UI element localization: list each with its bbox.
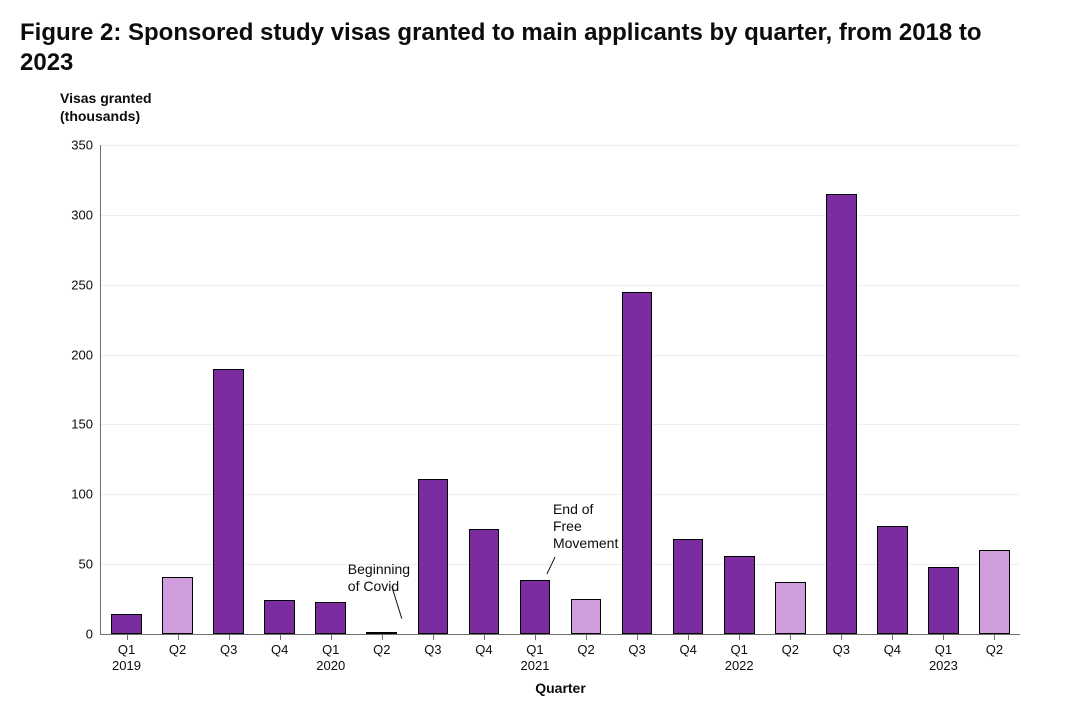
y-tick-label: 0 bbox=[86, 627, 93, 642]
x-axis-title: Quarter bbox=[535, 680, 586, 696]
x-tick-label: Q4 bbox=[475, 642, 492, 658]
x-tick-label: Q4 bbox=[679, 642, 696, 658]
bar bbox=[826, 194, 857, 634]
x-tick-label: Q1 2023 bbox=[929, 642, 958, 675]
gridline bbox=[101, 285, 1020, 286]
x-tick bbox=[739, 634, 740, 640]
x-tick bbox=[382, 634, 383, 640]
x-tick bbox=[433, 634, 434, 640]
y-axis-title: Visas granted (thousands) bbox=[60, 90, 152, 125]
x-tick bbox=[178, 634, 179, 640]
y-tick-label: 150 bbox=[71, 417, 93, 432]
x-tick bbox=[892, 634, 893, 640]
bar bbox=[673, 539, 704, 634]
figure-container: Figure 2: Sponsored study visas granted … bbox=[0, 0, 1080, 719]
x-tick-label: Q2 bbox=[169, 642, 186, 658]
annotation-label: End of Free Movement bbox=[553, 501, 618, 551]
x-tick bbox=[484, 634, 485, 640]
plot-area: Quarter 050100150200250300350Q1 2019Q2Q3… bbox=[100, 145, 1020, 635]
y-tick-label: 350 bbox=[71, 138, 93, 153]
x-tick bbox=[790, 634, 791, 640]
bar bbox=[622, 292, 653, 634]
x-tick-label: Q3 bbox=[220, 642, 237, 658]
bar bbox=[979, 550, 1010, 634]
x-tick bbox=[280, 634, 281, 640]
x-tick-label: Q3 bbox=[628, 642, 645, 658]
bar bbox=[928, 567, 959, 634]
chart: Visas granted (thousands) Quarter 050100… bbox=[20, 90, 1040, 720]
bar bbox=[469, 529, 500, 634]
y-tick-label: 300 bbox=[71, 207, 93, 222]
x-tick bbox=[535, 634, 536, 640]
x-tick-label: Q2 bbox=[577, 642, 594, 658]
x-tick-label: Q2 bbox=[782, 642, 799, 658]
x-tick-label: Q1 2020 bbox=[316, 642, 345, 675]
x-tick bbox=[229, 634, 230, 640]
y-tick-label: 100 bbox=[71, 487, 93, 502]
x-tick-label: Q1 2021 bbox=[521, 642, 550, 675]
x-tick-label: Q1 2019 bbox=[112, 642, 141, 675]
bar bbox=[111, 614, 142, 634]
x-tick-label: Q4 bbox=[271, 642, 288, 658]
gridline bbox=[101, 145, 1020, 146]
y-tick-label: 250 bbox=[71, 277, 93, 292]
x-tick-label: Q2 bbox=[373, 642, 390, 658]
x-tick bbox=[331, 634, 332, 640]
bar bbox=[775, 582, 806, 634]
x-tick bbox=[637, 634, 638, 640]
x-tick-label: Q1 2022 bbox=[725, 642, 754, 675]
bar bbox=[571, 599, 602, 634]
x-tick bbox=[994, 634, 995, 640]
x-tick bbox=[688, 634, 689, 640]
bar bbox=[877, 526, 908, 634]
bar bbox=[264, 600, 295, 634]
bar bbox=[724, 556, 755, 634]
y-tick-label: 200 bbox=[71, 347, 93, 362]
x-tick-label: Q3 bbox=[833, 642, 850, 658]
y-tick-label: 50 bbox=[79, 557, 93, 572]
bar bbox=[213, 369, 244, 634]
bar bbox=[315, 602, 346, 634]
x-tick-label: Q3 bbox=[424, 642, 441, 658]
bar bbox=[366, 632, 397, 634]
x-tick bbox=[127, 634, 128, 640]
x-tick-label: Q2 bbox=[986, 642, 1003, 658]
gridline bbox=[101, 355, 1020, 356]
figure-title: Figure 2: Sponsored study visas granted … bbox=[20, 18, 1040, 78]
bar bbox=[418, 479, 449, 634]
bar bbox=[520, 580, 551, 634]
gridline bbox=[101, 215, 1020, 216]
x-tick-label: Q4 bbox=[884, 642, 901, 658]
x-tick bbox=[841, 634, 842, 640]
bar bbox=[162, 577, 193, 634]
x-tick bbox=[943, 634, 944, 640]
annotation-label: Beginning of Covid bbox=[348, 561, 410, 595]
x-tick bbox=[586, 634, 587, 640]
